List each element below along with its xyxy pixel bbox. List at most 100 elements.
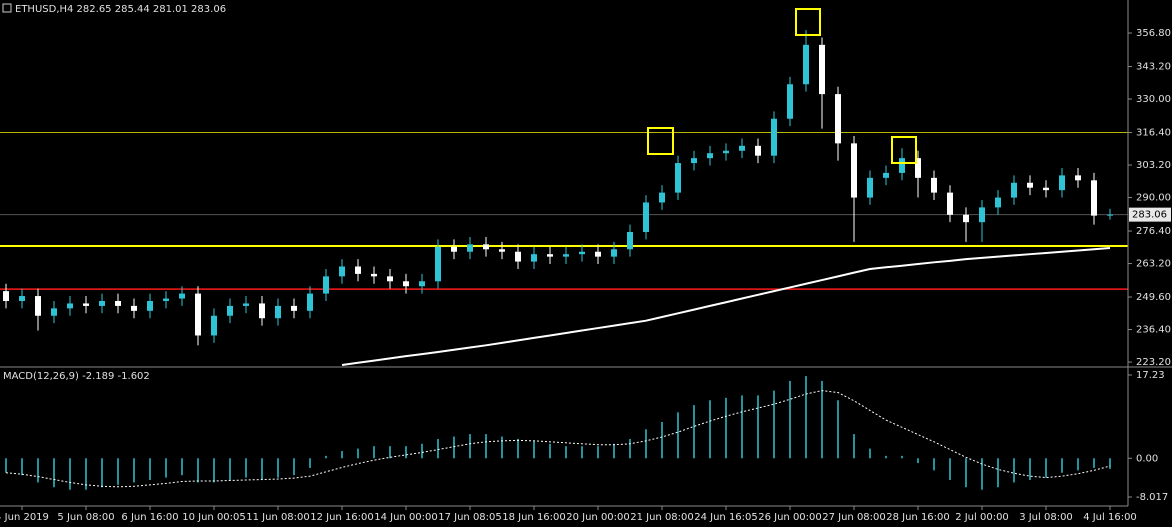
candle-body xyxy=(1107,214,1113,216)
candle-body xyxy=(931,177,937,193)
candle-body xyxy=(323,276,329,294)
y-tick-label: 0.00 xyxy=(1136,453,1158,464)
candle-body xyxy=(531,254,537,262)
candle-body xyxy=(675,163,681,193)
y-tick-label: 303.20 xyxy=(1136,160,1171,171)
candle-body xyxy=(627,232,633,250)
candle-body xyxy=(51,308,57,316)
y-tick-label: 356.80 xyxy=(1136,28,1171,39)
x-tick-label: 20 Jun 00:00 xyxy=(566,512,630,523)
candle-body xyxy=(915,158,921,178)
x-tick-label: 12 Jun 16:00 xyxy=(310,512,374,523)
candle-body xyxy=(979,207,985,223)
x-tick-label: 26 Jun 00:00 xyxy=(758,512,822,523)
candle-body xyxy=(339,266,345,277)
candle-body xyxy=(723,150,729,154)
candle-body xyxy=(387,276,393,282)
candle-body xyxy=(691,158,697,164)
candle-body xyxy=(403,281,409,287)
candle-body xyxy=(211,315,217,336)
candle-body xyxy=(1027,182,1033,188)
candle-body xyxy=(851,143,857,198)
candle-body xyxy=(707,153,713,159)
candle-body xyxy=(195,293,201,336)
candle-body xyxy=(435,246,441,282)
candle-body xyxy=(3,291,9,301)
candle-body xyxy=(643,202,649,233)
candle-body xyxy=(1059,175,1065,191)
candle-body xyxy=(259,303,265,319)
candle-body xyxy=(99,300,105,306)
candle-body xyxy=(1075,175,1081,181)
candle-body xyxy=(131,305,137,311)
candle-body xyxy=(419,281,425,287)
candle-body xyxy=(819,44,825,95)
x-tick-label: 6 Jun 16:00 xyxy=(121,512,178,523)
candle-body xyxy=(355,266,361,274)
x-tick-label: 2 Jul 00:00 xyxy=(955,512,1009,523)
x-tick-label: 17 Jun 08:05 xyxy=(438,512,502,523)
symbol-icon xyxy=(2,3,12,13)
candle-body xyxy=(755,145,761,156)
candle-body xyxy=(611,249,617,257)
indicator-title: MACD(12,26,9) -2.189 -1.602 xyxy=(3,371,150,382)
moving-average xyxy=(341,247,1111,366)
candle-body xyxy=(867,177,873,198)
candle-body xyxy=(371,273,377,277)
y-tick-label: 249.60 xyxy=(1136,292,1171,303)
last-price-label: 283.06 xyxy=(1132,210,1167,221)
candle-body xyxy=(275,305,281,319)
candle-body xyxy=(547,254,553,257)
candle-body xyxy=(771,118,777,156)
y-tick-label: 223.20 xyxy=(1136,357,1171,368)
candle-body xyxy=(1011,182,1017,198)
x-tick-label: 3 Jul 08:00 xyxy=(1019,512,1073,523)
candle-body xyxy=(803,44,809,85)
candle-body xyxy=(467,244,473,252)
candle-body xyxy=(115,300,121,306)
x-tick-label: 4 Jul 16:00 xyxy=(1083,512,1137,523)
x-tick-label: 14 Jun 00:00 xyxy=(374,512,438,523)
candle-body xyxy=(291,305,297,311)
x-tick-label: 27 Jun 08:00 xyxy=(822,512,886,523)
candle-body xyxy=(787,84,793,119)
candle-body xyxy=(451,246,457,252)
candle-body xyxy=(19,296,25,301)
candle-body xyxy=(227,305,233,316)
y-tick-label: 330.00 xyxy=(1136,94,1171,105)
y-tick-label: 236.40 xyxy=(1136,325,1171,336)
x-tick-label: 21 Jun 08:00 xyxy=(630,512,694,523)
candle-body xyxy=(1091,180,1097,216)
highlight-box xyxy=(647,127,674,155)
y-tick-label: 276.40 xyxy=(1136,226,1171,237)
candle-body xyxy=(147,300,153,311)
highlight-box xyxy=(891,136,917,164)
x-tick-label: 11 Jun 08:00 xyxy=(246,512,310,523)
candle-body xyxy=(67,303,73,309)
highlight-box xyxy=(795,8,821,36)
candle-body xyxy=(163,298,169,301)
candle-body xyxy=(835,94,841,144)
y-tick-label: 263.20 xyxy=(1136,259,1171,270)
candle-body xyxy=(739,145,745,151)
chart-title: ETHUSD,H4 282.65 285.44 281.01 283.06 xyxy=(15,4,226,15)
x-tick-label: 5 Jun 08:00 xyxy=(57,512,114,523)
candle-body xyxy=(963,214,969,223)
candle-body xyxy=(515,251,521,262)
candle-body xyxy=(947,192,953,215)
candle-body xyxy=(307,293,313,311)
candle-body xyxy=(179,293,185,299)
candle-body xyxy=(83,303,89,306)
price-panel xyxy=(0,30,1128,366)
candle-body xyxy=(595,251,601,257)
macd-panel xyxy=(5,376,1111,490)
candle-body xyxy=(1043,187,1049,191)
candle-body xyxy=(883,172,889,178)
candle-body xyxy=(243,303,249,306)
y-tick-label: 17.23 xyxy=(1136,370,1165,381)
candle-body xyxy=(563,254,569,257)
x-tick-label: 24 Jun 16:05 xyxy=(694,512,758,523)
candle-body xyxy=(35,296,41,316)
